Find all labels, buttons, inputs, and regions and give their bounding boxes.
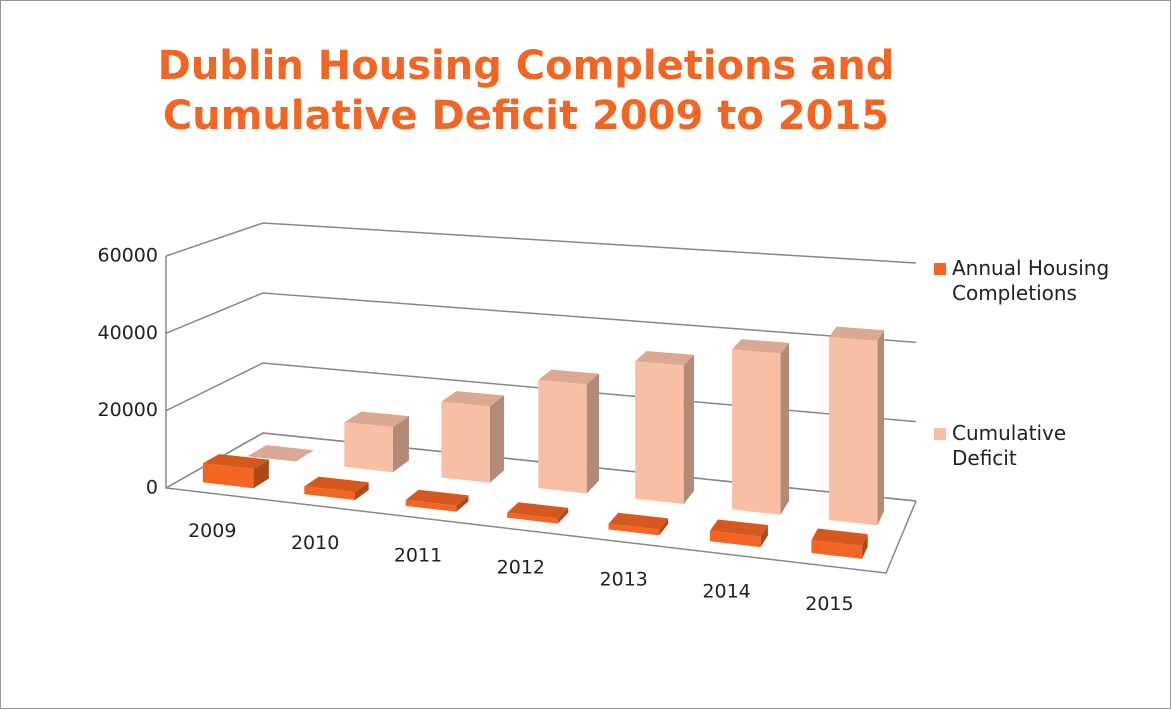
bar-side: [586, 373, 599, 494]
grid-line: [165, 292, 917, 344]
grid-line: [165, 362, 917, 423]
y-tick-label: 0: [146, 477, 158, 499]
bar-top: [344, 411, 409, 428]
bar: [709, 519, 768, 548]
legend-label: Cumulative Deficit: [952, 421, 1067, 470]
bar: [202, 454, 269, 489]
bar-side: [354, 482, 369, 501]
bar: [635, 350, 694, 505]
bar: [507, 502, 569, 524]
bar: [538, 369, 599, 494]
y-tick-label: 60000: [98, 245, 158, 267]
bar-top: [405, 489, 469, 506]
legend-swatch: [934, 263, 946, 275]
bar-top: [732, 339, 789, 354]
x-tick-label: 2011: [394, 544, 442, 566]
grid-line: [165, 222, 917, 264]
bar-front: [405, 499, 457, 512]
bar-top: [304, 476, 369, 493]
bar-side: [489, 395, 504, 483]
bar-front: [202, 463, 254, 489]
bar: [811, 528, 868, 559]
bar-side: [392, 416, 409, 473]
x-tick-label: 2009: [188, 520, 236, 542]
bar-top: [608, 512, 669, 530]
y-tick-label: 20000: [98, 399, 158, 421]
bar-front: [811, 540, 863, 559]
bar-side: [760, 525, 768, 548]
bar-top: [441, 391, 504, 407]
bar-side: [557, 507, 569, 524]
x-tick-label: 2015: [805, 593, 853, 615]
bar-top: [635, 350, 694, 366]
chart-title: Dublin Housing Completions and Cumulativ…: [157, 43, 895, 139]
legend-swatch: [934, 428, 946, 440]
x-tick-label: 2013: [600, 569, 648, 591]
bar-top: [538, 369, 599, 385]
bar-top: [507, 502, 569, 519]
bar-side: [862, 534, 868, 559]
bar-top: [247, 445, 314, 462]
x-tick-label: 2014: [702, 581, 750, 603]
bar-side: [253, 459, 269, 489]
bar-front: [608, 523, 660, 536]
x-tick-label: 2012: [497, 556, 545, 578]
bar-front: [635, 361, 684, 505]
bar-side: [683, 354, 694, 505]
grid-line: [165, 432, 917, 502]
x-tick-label: 2010: [291, 532, 339, 554]
bar: [304, 476, 369, 501]
bar-top: [829, 326, 884, 341]
y-tick-label: 40000: [98, 322, 158, 344]
bar: [732, 339, 789, 515]
axis-line: [165, 256, 917, 574]
bar: [344, 411, 409, 473]
bar-front: [732, 349, 781, 515]
bar: [247, 445, 314, 462]
bar: [441, 391, 504, 483]
legend-label: Annual Housing Completions: [952, 256, 1110, 305]
bar-side: [456, 495, 469, 512]
bar-front: [441, 401, 490, 483]
bar: [608, 512, 669, 536]
bar: [829, 326, 884, 526]
bar-side: [659, 518, 669, 536]
bar-side: [780, 342, 789, 515]
legend-item: Cumulative Deficit: [934, 421, 1146, 471]
bar-top: [811, 528, 868, 547]
bar-front: [507, 512, 558, 524]
bar-front: [538, 380, 587, 494]
legend-item: Annual Housing Completions: [934, 256, 1146, 306]
bar-top: [709, 519, 768, 537]
bar-front: [304, 486, 355, 501]
bar-front: [344, 422, 393, 473]
bar-top: [202, 454, 269, 469]
bar: [405, 489, 469, 512]
bar-front: [709, 530, 761, 548]
bar-front: [829, 337, 878, 526]
bar-side: [877, 330, 884, 526]
